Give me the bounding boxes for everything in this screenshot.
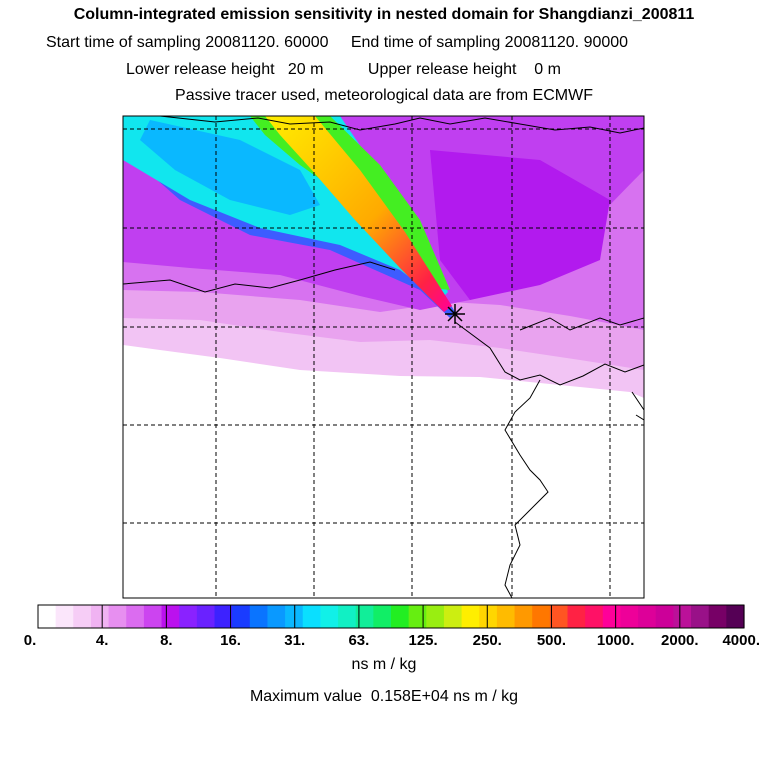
lower-height-value: 20 m — [287, 61, 324, 78]
colorbar-tick-labels: 0. 4. 8. 16. 31. 63. 125. 250. 500. 1000. 2000. 400… — [24, 632, 760, 649]
colorbar-cell — [249, 605, 269, 628]
colorbar-cell — [391, 605, 410, 628]
coastline-islands — [631, 391, 644, 421]
plume-core — [265, 116, 452, 312]
colorbar-tick-label: 500. — [537, 632, 566, 649]
colorbar-cell — [232, 605, 251, 628]
colorbar-cell — [602, 605, 622, 628]
start-time-label: Start time of sampling — [46, 34, 201, 51]
colorbar-tick-label: 2000. — [661, 632, 699, 649]
upper-height-value: 0 m — [534, 61, 561, 78]
lower-height-label: Lower release height — [126, 61, 275, 78]
colorbar-cell — [38, 605, 57, 628]
colorbar-tick-label: 31. — [284, 632, 305, 649]
field-violet-deep — [430, 150, 610, 300]
sensitivity-map — [122, 115, 645, 599]
colorbar-tick-label: 1000. — [597, 632, 635, 649]
colorbar-cell — [373, 605, 392, 628]
receptor-marker — [445, 304, 465, 324]
release-heights-line: Lower release height 20 m Upper release … — [126, 61, 561, 79]
colorbar-units: ns m / kg — [351, 656, 417, 673]
sampling-times-line: Start time of sampling 20081120. 60000 E… — [46, 34, 628, 52]
colorbar-cell — [479, 605, 498, 628]
upper-height-label: Upper release height — [367, 61, 517, 78]
colorbar-cell — [143, 605, 163, 628]
colorbar-cell — [496, 605, 516, 628]
field-green-edge — [250, 116, 450, 290]
gridlines — [123, 116, 644, 598]
colorbar-cell — [196, 605, 216, 628]
colorbar-cell — [355, 605, 374, 628]
start-time-value: 20081120. 60000 — [205, 34, 329, 51]
colorbar-cell — [585, 605, 604, 628]
colorbar-cell — [691, 605, 710, 628]
colorbar-cell — [126, 605, 145, 628]
colorbar-tick-label: 4000. — [722, 632, 760, 649]
colorbar-cell — [567, 605, 586, 628]
colorbar-cell — [673, 605, 692, 628]
colorbar-tick-label: 16. — [220, 632, 241, 649]
colorbar-cell — [726, 605, 745, 628]
colorbar-cell — [267, 605, 286, 628]
colorbar-cell — [73, 605, 92, 628]
colorbar-cell — [285, 605, 304, 628]
colorbar-cell — [214, 605, 233, 628]
coastline-mid — [123, 261, 396, 293]
colorbar-cell — [55, 605, 74, 628]
colorbar-cell — [426, 605, 445, 628]
colorbar-cell — [408, 605, 427, 628]
tracer-note: Passive tracer used, meteorological data… — [175, 87, 593, 104]
colorbar-cells — [38, 605, 745, 628]
coastline-east — [454, 321, 644, 386]
colorbar-cell — [620, 605, 639, 628]
colorbar-cell — [443, 605, 463, 628]
coastlines — [123, 116, 644, 598]
colorbar-cell — [655, 605, 674, 628]
chart-title: Column-integrated emission sensitivity i… — [73, 6, 695, 23]
end-time-label: End time of sampling — [350, 34, 501, 51]
colorbar-cell — [708, 605, 727, 628]
map-frame — [122, 115, 645, 599]
sensitivity-field — [123, 116, 644, 598]
colorbar: 0. 4. 8. 16. 31. 63. 125. 250. 500. 1000. 2000. 400… — [24, 604, 760, 649]
coastline-north — [159, 116, 644, 134]
colorbar-ticks — [101, 605, 681, 628]
colorbar-cell — [461, 605, 480, 628]
colorbar-cell — [302, 605, 321, 628]
colorbar-tick-label: 8. — [160, 632, 173, 649]
colorbar-tick-label: 4. — [96, 632, 109, 649]
coastline-peninsula — [504, 379, 549, 598]
field-teal-core — [140, 120, 320, 215]
maximum-value: Maximum value 0.158E+04 ns m / kg — [249, 688, 519, 705]
colorbar-tick-label: 250. — [473, 632, 502, 649]
colorbar-tick-label: 125. — [408, 632, 437, 649]
colorbar-tick-label: 63. — [348, 632, 369, 649]
colorbar-cell — [549, 605, 569, 628]
colorbar-cell — [161, 605, 180, 628]
colorbar-tick-label: 0. — [24, 632, 37, 649]
end-time-value: 20081120. 90000 — [504, 34, 629, 51]
colorbar-frame — [37, 604, 745, 629]
colorbar-cell — [338, 605, 357, 628]
coastline-bay — [519, 317, 644, 331]
colorbar-cell — [532, 605, 551, 628]
colorbar-cell — [179, 605, 198, 628]
colorbar-cell — [108, 605, 127, 628]
colorbar-cell — [638, 605, 657, 628]
colorbar-cell — [320, 605, 339, 628]
colorbar-cell — [90, 605, 110, 628]
colorbar-cell — [514, 605, 533, 628]
